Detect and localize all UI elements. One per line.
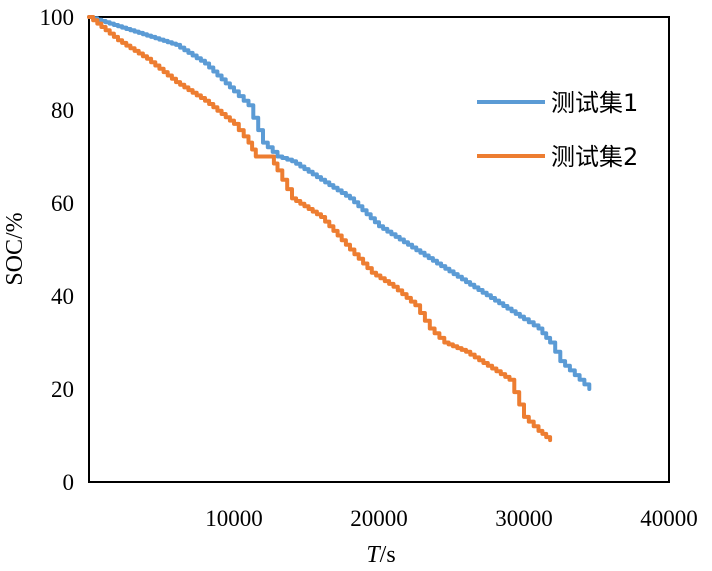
y-tick-label: 20 <box>51 377 74 402</box>
x-axis-title: T/s <box>366 542 395 568</box>
x-axis-title-unit: /s <box>380 542 396 568</box>
y-tick-label: 100 <box>40 5 75 30</box>
y-tick-label: 40 <box>51 284 74 309</box>
x-tick-label: 40000 <box>640 506 698 531</box>
legend: 测试集1 测试集2 <box>477 89 638 171</box>
x-tick-label: 20000 <box>350 506 408 531</box>
x-tick-label: 10000 <box>205 506 263 531</box>
x-tick-labels: 10000 20000 30000 40000 <box>205 506 698 531</box>
y-tick-labels: 0 20 40 60 80 100 <box>40 5 75 495</box>
y-tick-label: 0 <box>63 470 75 495</box>
legend-label-2: 测试集2 <box>551 143 638 171</box>
x-tick-label: 30000 <box>495 506 553 531</box>
y-axis-title: SOC/% <box>2 212 28 285</box>
x-axis-title-variable: T <box>366 542 381 568</box>
y-tick-label: 60 <box>51 191 74 216</box>
series-layer <box>87 15 592 443</box>
plot-frame <box>88 16 670 483</box>
series-line-2 <box>87 15 553 443</box>
legend-label-1: 测试集1 <box>551 89 638 117</box>
series-line-1 <box>87 15 592 391</box>
y-tick-label: 80 <box>51 98 74 123</box>
